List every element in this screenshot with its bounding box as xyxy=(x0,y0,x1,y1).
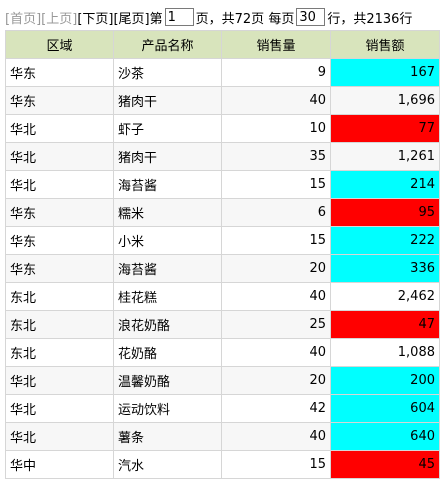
cell-product: 猪肉干 xyxy=(113,142,222,171)
cell-quantity: 20 xyxy=(221,254,331,283)
cell-amount: 1,696 xyxy=(330,86,440,115)
cell-amount: 222 xyxy=(330,226,440,255)
cell-quantity: 25 xyxy=(221,310,331,339)
table-row[interactable]: 华北 猪肉干 35 1,261 xyxy=(5,142,440,171)
cell-region: 东北 xyxy=(5,310,114,339)
cell-quantity: 15 xyxy=(221,170,331,199)
cell-region: 华东 xyxy=(5,198,114,227)
cell-product: 薯条 xyxy=(113,422,222,451)
cell-quantity: 40 xyxy=(221,282,331,311)
table-row[interactable]: 华北 薯条 40 640 xyxy=(5,422,440,451)
column-header-product[interactable]: 产品名称 xyxy=(113,30,222,59)
cell-quantity: 6 xyxy=(221,198,331,227)
table-row[interactable]: 华东 沙茶 9 167 xyxy=(5,58,440,87)
table-row[interactable]: 东北 桂花糕 40 2,462 xyxy=(5,282,440,311)
table-row[interactable]: 华中 汽水 15 45 xyxy=(5,450,440,479)
cell-quantity: 35 xyxy=(221,142,331,171)
cell-region: 华北 xyxy=(5,394,114,423)
cell-amount: 214 xyxy=(330,170,440,199)
cell-amount: 2,462 xyxy=(330,282,440,311)
next-page-link[interactable]: [下页] xyxy=(77,11,114,27)
table-row[interactable]: 华东 小米 15 222 xyxy=(5,226,440,255)
cell-product: 沙茶 xyxy=(113,58,222,87)
table-row[interactable]: 东北 浪花奶酪 25 47 xyxy=(5,310,440,339)
cell-amount: 47 xyxy=(330,310,440,339)
cell-quantity: 20 xyxy=(221,366,331,395)
prev-page-link[interactable]: [上页] xyxy=(41,11,78,27)
sales-table: 区域 产品名称 销售量 销售额 华东 沙茶 9 167 华东 猪肉干 40 1,696 华北 虾子… xyxy=(5,30,440,479)
cell-amount: 1,088 xyxy=(330,338,440,367)
cell-quantity: 10 xyxy=(221,114,331,143)
cell-product: 花奶酪 xyxy=(113,338,222,367)
cell-amount: 640 xyxy=(330,422,440,451)
page-prefix-label: 第 xyxy=(149,11,163,27)
cell-region: 华东 xyxy=(5,226,114,255)
table-row[interactable]: 华东 糯米 6 95 xyxy=(5,198,440,227)
table-row[interactable]: 东北 花奶酪 40 1,088 xyxy=(5,338,440,367)
cell-quantity: 9 xyxy=(221,58,331,87)
cell-product: 海苔酱 xyxy=(113,170,222,199)
cell-region: 华东 xyxy=(5,254,114,283)
cell-product: 虾子 xyxy=(113,114,222,143)
cell-region: 华北 xyxy=(5,114,114,143)
cell-quantity: 40 xyxy=(221,86,331,115)
cell-product: 温馨奶酪 xyxy=(113,366,222,395)
cell-region: 东北 xyxy=(5,338,114,367)
table-header-row: 区域 产品名称 销售量 销售额 xyxy=(5,30,440,59)
cell-amount: 1,261 xyxy=(330,142,440,171)
cell-product: 糯米 xyxy=(113,198,222,227)
cell-region: 华北 xyxy=(5,366,114,395)
cell-region: 华东 xyxy=(5,58,114,87)
rows-per-page-input[interactable] xyxy=(296,8,326,26)
table-row[interactable]: 华北 运动饮料 42 604 xyxy=(5,394,440,423)
page-number-input[interactable] xyxy=(164,8,194,26)
table-row[interactable]: 华北 温馨奶酪 20 200 xyxy=(5,366,440,395)
cell-region: 华北 xyxy=(5,142,114,171)
cell-product: 海苔酱 xyxy=(113,254,222,283)
cell-product: 桂花糕 xyxy=(113,282,222,311)
table-row[interactable]: 华东 猪肉干 40 1,696 xyxy=(5,86,440,115)
column-header-quantity[interactable]: 销售量 xyxy=(221,30,331,59)
cell-quantity: 15 xyxy=(221,450,331,479)
cell-region: 华中 xyxy=(5,450,114,479)
pagination-bar: [首页] [上页] [下页] [尾页] 第 页，共72页 每页 行，共2136行 xyxy=(5,6,412,28)
cell-region: 东北 xyxy=(5,282,114,311)
cell-amount: 77 xyxy=(330,114,440,143)
table-row[interactable]: 华北 海苔酱 15 214 xyxy=(5,170,440,199)
table-row[interactable]: 华东 海苔酱 20 336 xyxy=(5,254,440,283)
cell-amount: 95 xyxy=(330,198,440,227)
cell-region: 华北 xyxy=(5,170,114,199)
first-page-link[interactable]: [首页] xyxy=(5,11,42,27)
cell-product: 猪肉干 xyxy=(113,86,222,115)
cell-product: 浪花奶酪 xyxy=(113,310,222,339)
column-header-region[interactable]: 区域 xyxy=(5,30,114,59)
cell-product: 小米 xyxy=(113,226,222,255)
last-page-link[interactable]: [尾页] xyxy=(113,11,150,27)
cell-quantity: 15 xyxy=(221,226,331,255)
cell-amount: 200 xyxy=(330,366,440,395)
cell-product: 汽水 xyxy=(113,450,222,479)
column-header-amount[interactable]: 销售额 xyxy=(330,30,440,59)
cell-quantity: 40 xyxy=(221,338,331,367)
cell-quantity: 42 xyxy=(221,394,331,423)
cell-amount: 167 xyxy=(330,58,440,87)
cell-region: 华东 xyxy=(5,86,114,115)
cell-amount: 336 xyxy=(330,254,440,283)
cell-product: 运动饮料 xyxy=(113,394,222,423)
page-count-label: 页，共72页 每页 xyxy=(195,11,295,27)
total-rows-label: 行，共2136行 xyxy=(327,11,413,27)
cell-amount: 45 xyxy=(330,450,440,479)
cell-amount: 604 xyxy=(330,394,440,423)
cell-region: 华北 xyxy=(5,422,114,451)
table-row[interactable]: 华北 虾子 10 77 xyxy=(5,114,440,143)
cell-quantity: 40 xyxy=(221,422,331,451)
